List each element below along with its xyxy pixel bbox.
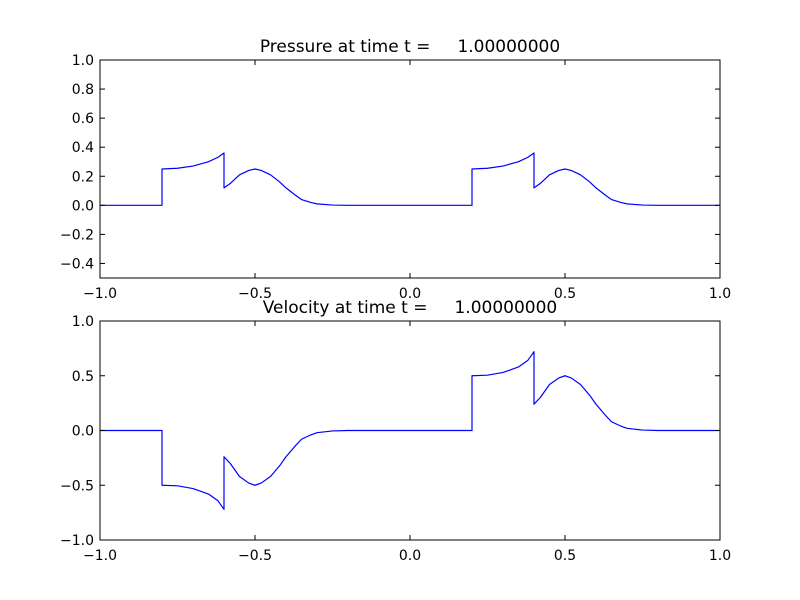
pressure-xtick-label: 0.5 [554, 286, 576, 302]
pressure-ytick-label: 1.0 [72, 53, 94, 69]
pressure-ytick-label: −0.4 [60, 256, 94, 272]
velocity-title: Velocity at time t = 1.00000000 [263, 298, 557, 318]
velocity-xtick-label: 0.0 [399, 548, 421, 564]
pressure-plot-area: −1.0 −0.5 0.0 0.5 1.0 −0.4 −0.2 0.0 0.2 0.4 0.6 0.8… [60, 53, 731, 302]
velocity-xtick-label: −1.0 [83, 548, 117, 564]
pressure-ytick-label: −0.2 [60, 227, 94, 243]
velocity-xtick-label: 1.0 [709, 548, 731, 564]
velocity-panel: Velocity at time t = 1.00000000 −1.0 −0.5… [60, 298, 731, 564]
velocity-ytick-label: 0.5 [72, 369, 94, 385]
pressure-title: Pressure at time t = 1.00000000 [260, 37, 560, 57]
pressure-axes-frame [99, 59, 721, 279]
pressure-ytick-label: 0.6 [72, 111, 94, 127]
velocity-ytick-label: −1.0 [60, 533, 94, 549]
pressure-panel: Pressure at time t = 1.00000000 −1.0 −0.5… [60, 37, 731, 302]
velocity-plot-area: −1.0 −0.5 0.0 0.5 1.0 −1.0 −0.5 0.0 0.5 1.0 [60, 314, 731, 564]
pressure-ytick-label: 0.8 [72, 82, 94, 98]
pressure-series-line [100, 152, 720, 206]
pressure-xtick-label: −0.5 [238, 286, 272, 302]
pressure-ytick-label: 0.4 [72, 140, 94, 156]
pressure-xtick-label: 1.0 [709, 286, 731, 302]
pressure-ytick-label: 0.2 [72, 169, 94, 185]
velocity-xtick-label: −0.5 [238, 548, 272, 564]
velocity-series-line [100, 351, 720, 510]
velocity-ytick-label: 1.0 [72, 314, 94, 330]
velocity-ytick-label: 0.0 [72, 424, 94, 440]
pressure-xtick-label: 0.0 [399, 286, 421, 302]
pressure-ytick-label: 0.0 [72, 198, 94, 214]
pressure-xtick-label: −1.0 [83, 286, 117, 302]
velocity-ytick-label: −0.5 [60, 478, 94, 494]
velocity-xtick-label: 0.5 [554, 548, 576, 564]
